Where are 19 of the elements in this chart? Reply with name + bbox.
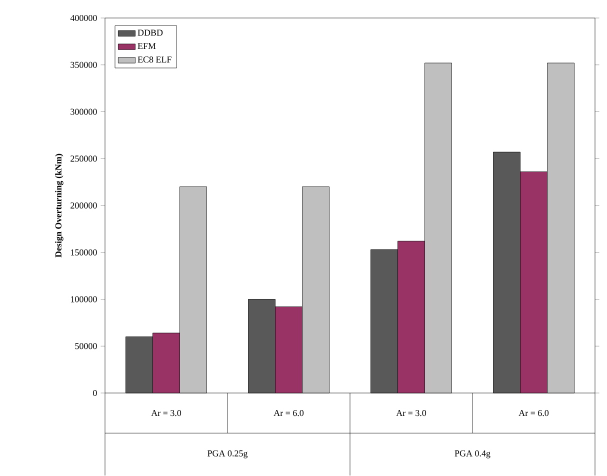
y-tick-label: 100000 <box>70 296 97 302</box>
y-tick-label: 200000 <box>70 202 97 209</box>
y-tick-label: 250000 <box>70 156 97 162</box>
y-tick-label: 0 <box>93 390 97 396</box>
y-tick-label: 350000 <box>70 62 97 68</box>
legend-label: EFM <box>138 43 156 49</box>
text: PGA 0.4g <box>454 450 490 458</box>
y-tick-label: 50000 <box>75 343 97 350</box>
text: PGA 0.25g <box>208 450 248 458</box>
legend-label: DDBD <box>138 30 163 36</box>
x-tick-label: Ar = 6.0 <box>274 410 304 416</box>
y-axis-title: Design Overturning (kNm) <box>55 154 64 258</box>
x-tick-label: Ar = 3.0 <box>396 410 426 416</box>
x-tick-label: Ar = 3.0 <box>151 410 182 416</box>
y-tick-label: 300000 <box>70 108 97 115</box>
x-tick-label: Ar = 6.0 <box>518 410 549 416</box>
y-tick-label: 400000 <box>70 14 97 22</box>
y-tick-label: 150000 <box>70 249 97 256</box>
legend-label: EC8 ELF <box>138 56 172 63</box>
